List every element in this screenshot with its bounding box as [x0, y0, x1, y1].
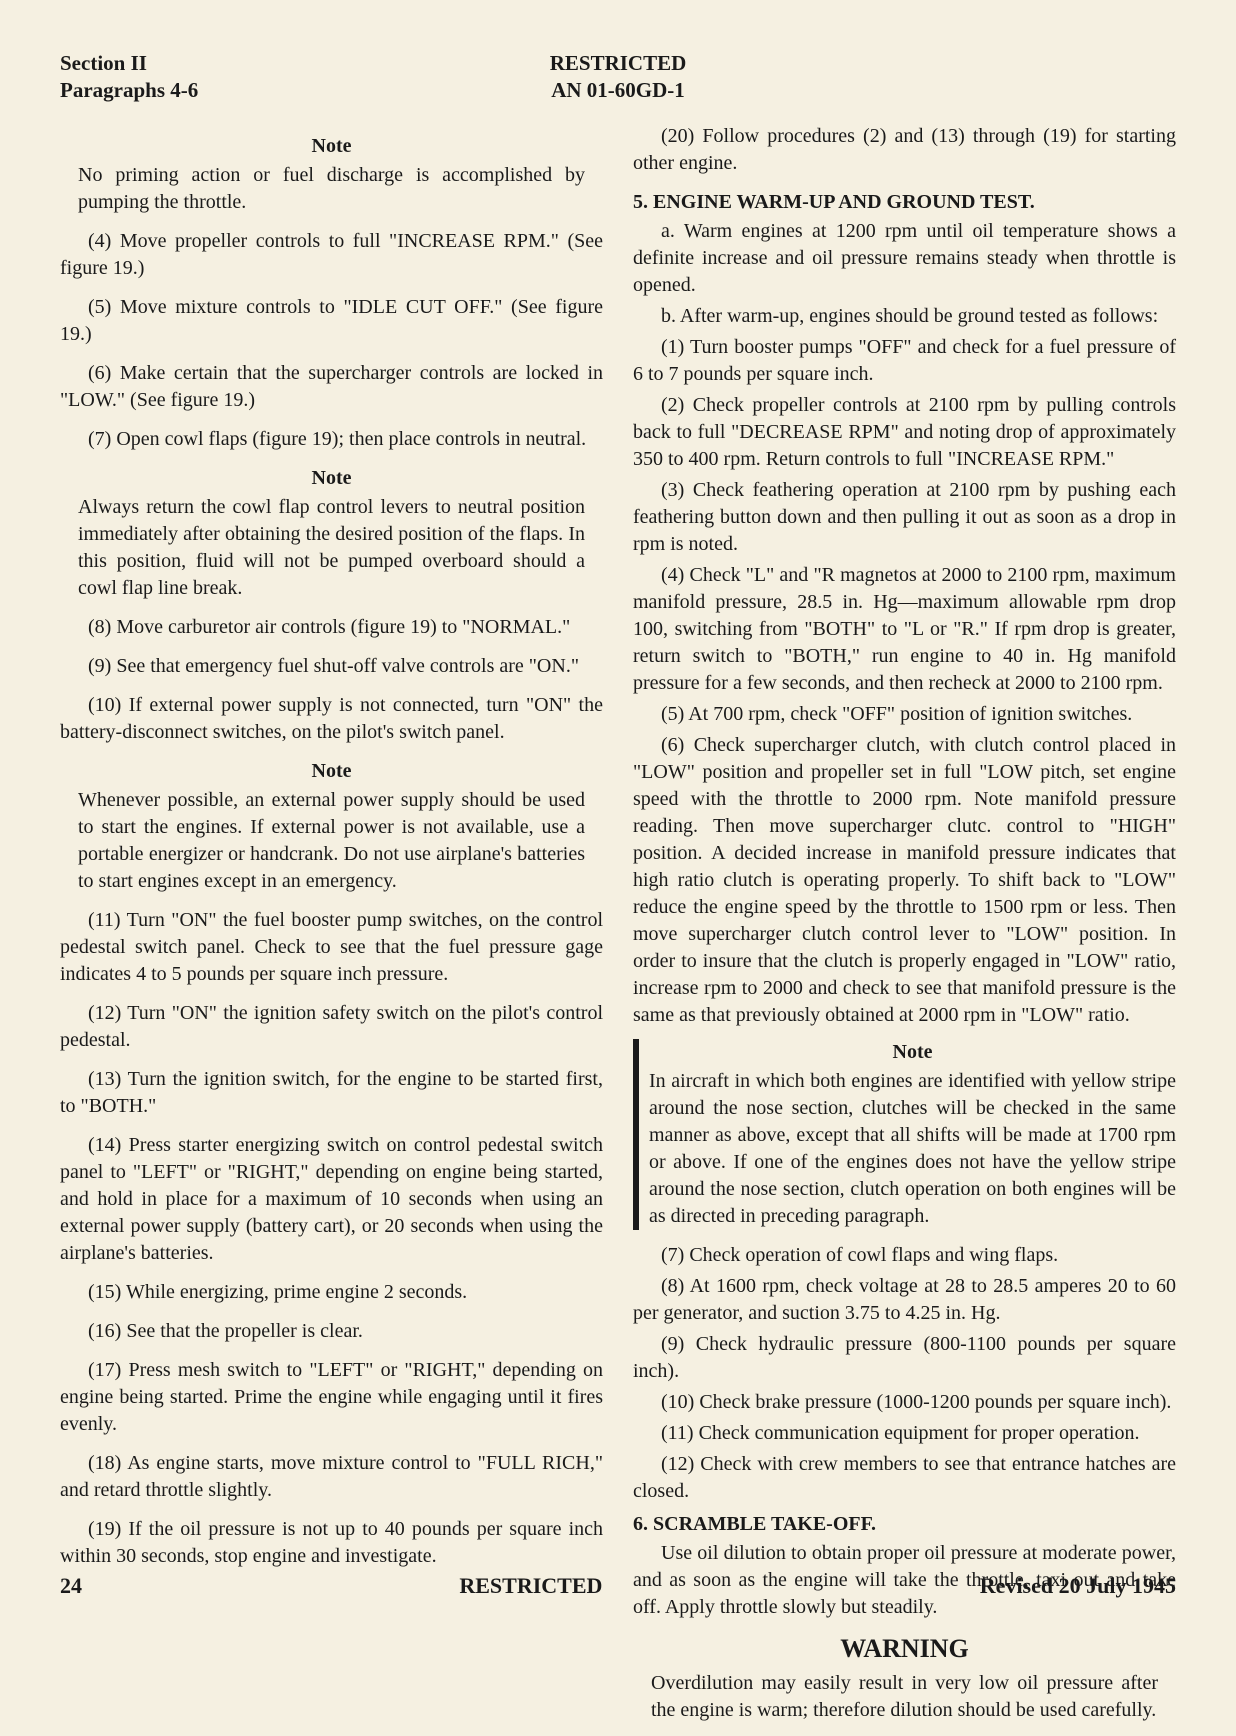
b7: (7) Check operation of cowl flaps and wi… — [633, 1242, 1176, 1269]
page-number: 24 — [60, 1573, 82, 1599]
para-15: (15) While energizing, prime engine 2 se… — [60, 1279, 603, 1306]
section-6-head: 6. SCRAMBLE TAKE-OFF. — [633, 1511, 1176, 1538]
para-12: (12) Turn "ON" the ignition safety switc… — [60, 1000, 603, 1054]
header-left: Section II Paragraphs 4-6 — [60, 50, 198, 105]
note-body-1: No priming action or fuel discharge is a… — [60, 162, 603, 216]
para-5: (5) Move mixture controls to "IDLE CUT O… — [60, 294, 603, 348]
b9: (9) Check hydraulic pressure (800-1100 p… — [633, 1331, 1176, 1385]
doc-number: AN 01-60GD-1 — [550, 77, 687, 104]
b6: (6) Check supercharger clutch, with clut… — [633, 732, 1176, 1029]
b10: (10) Check brake pressure (1000-1200 pou… — [633, 1389, 1176, 1416]
revision-date: Revised 20 July 1945 — [980, 1573, 1176, 1599]
right-column: (20) Follow procedures (2) and (13) thro… — [633, 123, 1176, 1736]
sec5-a: a. Warm engines at 1200 rpm until oil te… — [633, 218, 1176, 299]
para-9: (9) See that emergency fuel shut-off val… — [60, 653, 603, 680]
note-body-2: Always return the cowl flap control leve… — [60, 494, 603, 602]
classification-bottom: RESTRICTED — [459, 1573, 602, 1599]
body-columns: Note No priming action or fuel discharge… — [60, 123, 1176, 1736]
note-body-3: Whenever possible, an external power sup… — [60, 787, 603, 895]
warning-body: Overdilution may easily result in very l… — [633, 1670, 1176, 1724]
sec5-b: b. After warm-up, engines should be grou… — [633, 303, 1176, 330]
para-17: (17) Press mesh switch to "LEFT" or "RIG… — [60, 1357, 603, 1438]
paragraphs-label: Paragraphs 4-6 — [60, 77, 198, 104]
para-20: (20) Follow procedures (2) and (13) thro… — [633, 123, 1176, 177]
b12: (12) Check with crew members to see that… — [633, 1451, 1176, 1505]
b8: (8) At 1600 rpm, check voltage at 28 to … — [633, 1273, 1176, 1327]
section-5-head: 5. ENGINE WARM-UP AND GROUND TEST. — [633, 189, 1176, 216]
note-heading-1: Note — [60, 133, 603, 160]
classification-top: RESTRICTED — [550, 50, 687, 77]
para-16: (16) See that the propeller is clear. — [60, 1318, 603, 1345]
para-8: (8) Move carburetor air controls (figure… — [60, 614, 603, 641]
para-7: (7) Open cowl flaps (figure 19); then pl… — [60, 426, 603, 453]
b5: (5) At 700 rpm, check "OFF" position of … — [633, 701, 1176, 728]
b4: (4) Check "L" and "R magnetos at 2000 to… — [633, 562, 1176, 697]
warning-heading: WARNING — [633, 1631, 1176, 1666]
document-page: Section II Paragraphs 4-6 RESTRICTED AN … — [0, 0, 1236, 1629]
left-column: Note No priming action or fuel discharge… — [60, 123, 603, 1736]
header-center: RESTRICTED AN 01-60GD-1 — [550, 50, 687, 105]
para-4: (4) Move propeller controls to full "INC… — [60, 228, 603, 282]
note-heading-4: Note — [649, 1039, 1176, 1066]
b2: (2) Check propeller controls at 2100 rpm… — [633, 392, 1176, 473]
note-heading-2: Note — [60, 465, 603, 492]
note-heading-3: Note — [60, 758, 603, 785]
para-14: (14) Press starter energizing switch on … — [60, 1132, 603, 1267]
para-13: (13) Turn the ignition switch, for the e… — [60, 1066, 603, 1120]
page-footer: 24 RESTRICTED Revised 20 July 1945 — [60, 1573, 1176, 1599]
section-label: Section II — [60, 50, 198, 77]
para-6: (6) Make certain that the supercharger c… — [60, 360, 603, 414]
b1: (1) Turn booster pumps "OFF" and check f… — [633, 334, 1176, 388]
para-11: (11) Turn "ON" the fuel booster pump swi… — [60, 907, 603, 988]
b3: (3) Check feathering operation at 2100 r… — [633, 477, 1176, 558]
note-body-4: In aircraft in which both engines are id… — [649, 1068, 1176, 1230]
para-19: (19) If the oil pressure is not up to 40… — [60, 1516, 603, 1570]
b11: (11) Check communication equipment for p… — [633, 1420, 1176, 1447]
page-header: Section II Paragraphs 4-6 RESTRICTED AN … — [60, 50, 1176, 105]
para-18: (18) As engine starts, move mixture cont… — [60, 1450, 603, 1504]
para-10: (10) If external power supply is not con… — [60, 692, 603, 746]
revision-bar: Note In aircraft in which both engines a… — [633, 1039, 1176, 1230]
